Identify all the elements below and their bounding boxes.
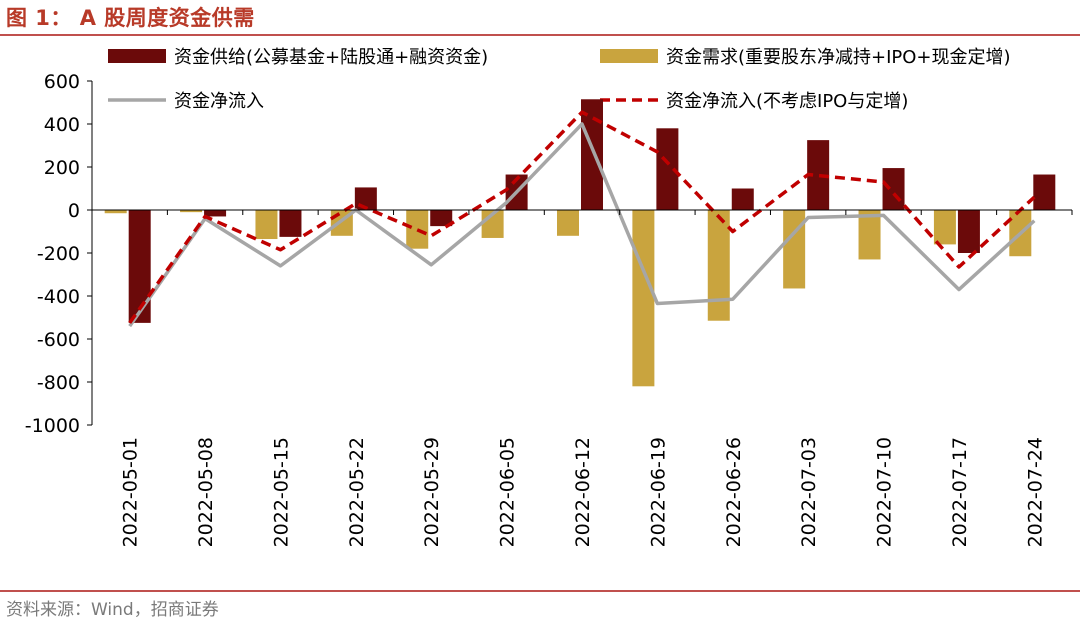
supply-bar-0 [128, 210, 151, 323]
x-tick-label-0: 2022-05-01 [120, 437, 142, 547]
y-tick-label-0: 600 [44, 71, 80, 93]
supply-bar-9 [807, 140, 830, 210]
legend-net-label: 资金净流入 [174, 91, 264, 112]
source-note: 资料来源：Wind，招商证券 [6, 600, 219, 620]
x-tick-label-11: 2022-07-17 [949, 437, 971, 547]
demand-bar-7 [632, 210, 655, 387]
footer-divider [0, 590, 1080, 592]
demand-bar-9 [783, 210, 806, 289]
supply-bar-11 [957, 210, 980, 253]
demand-bar-1 [180, 210, 203, 213]
supply-bar-8 [731, 188, 754, 210]
x-tick-label-2: 2022-05-15 [270, 437, 292, 547]
x-tick-label-7: 2022-06-19 [647, 437, 669, 547]
chart-legend: 资金供给(公募基金+陆股通+融资资金) 资金需求(重要股东净减持+IPO+现金定增… [108, 47, 1011, 112]
demand-bar-8 [707, 210, 730, 321]
y-tick-label-6: -600 [37, 329, 80, 351]
supply-bar-7 [656, 128, 679, 210]
x-tick-label-3: 2022-05-22 [346, 437, 368, 547]
x-tick-label-8: 2022-06-26 [723, 437, 745, 547]
demand-bar-6 [557, 210, 579, 236]
demand-bar-4 [406, 210, 429, 249]
legend-supply-label: 资金供给(公募基金+陆股通+融资资金) [174, 47, 488, 68]
x-tick-label-9: 2022-07-03 [798, 437, 820, 547]
supply-bar-10 [882, 168, 905, 210]
y-tick-label-2: 200 [44, 157, 80, 179]
supply-bar-6 [581, 99, 603, 210]
legend-net-ex-label: 资金净流入(不考虑IPO与定增) [666, 91, 908, 112]
net-inflow-ex-line [128, 110, 1036, 324]
supply-bar-1 [204, 210, 227, 217]
x-tick-label-10: 2022-07-10 [874, 437, 896, 547]
supply-bar-4 [430, 210, 453, 227]
x-tick-label-5: 2022-06-05 [497, 437, 519, 547]
y-tick-label-5: -400 [37, 286, 80, 308]
x-axis: 2022-05-01 2022-05-08 2022-05-15 2022-05-22… [91, 209, 1073, 547]
y-tick-label-4: -200 [37, 243, 80, 265]
supply-bar-12 [1033, 174, 1056, 210]
y-axis: 600 400 200 0 -200 -400 -600 -800 -1000 [25, 71, 93, 437]
legend-demand-label: 资金需求(重要股东净减持+IPO+现金定增) [666, 47, 1011, 68]
demand-bar-11 [933, 210, 956, 245]
y-tick-label-7: -800 [37, 372, 80, 394]
legend-supply-swatch [108, 49, 166, 63]
x-tick-label-4: 2022-05-29 [421, 437, 443, 547]
chart-canvas: 资金供给(公募基金+陆股通+融资资金) 资金需求(重要股东净减持+IPO+现金定增… [25, 47, 1073, 547]
y-tick-label-3: 0 [68, 200, 80, 222]
x-tick-label-6: 2022-06-12 [572, 437, 594, 547]
legend-demand-swatch [600, 49, 658, 63]
title-divider [0, 34, 1080, 36]
x-tick-label-12: 2022-07-24 [1024, 437, 1046, 547]
x-tick-label-1: 2022-05-08 [195, 437, 217, 547]
y-tick-label-1: 400 [44, 114, 80, 136]
supply-bar-2 [279, 210, 302, 237]
line-series [128, 110, 1036, 328]
demand-bar-0 [104, 210, 127, 214]
demand-bar-10 [858, 210, 881, 260]
demand-bar-2 [255, 210, 278, 240]
net-inflow-line [128, 122, 1036, 328]
y-tick-label-8: -1000 [25, 415, 80, 437]
figure-title: 图 1： A 股周度资金供需 [6, 6, 255, 30]
